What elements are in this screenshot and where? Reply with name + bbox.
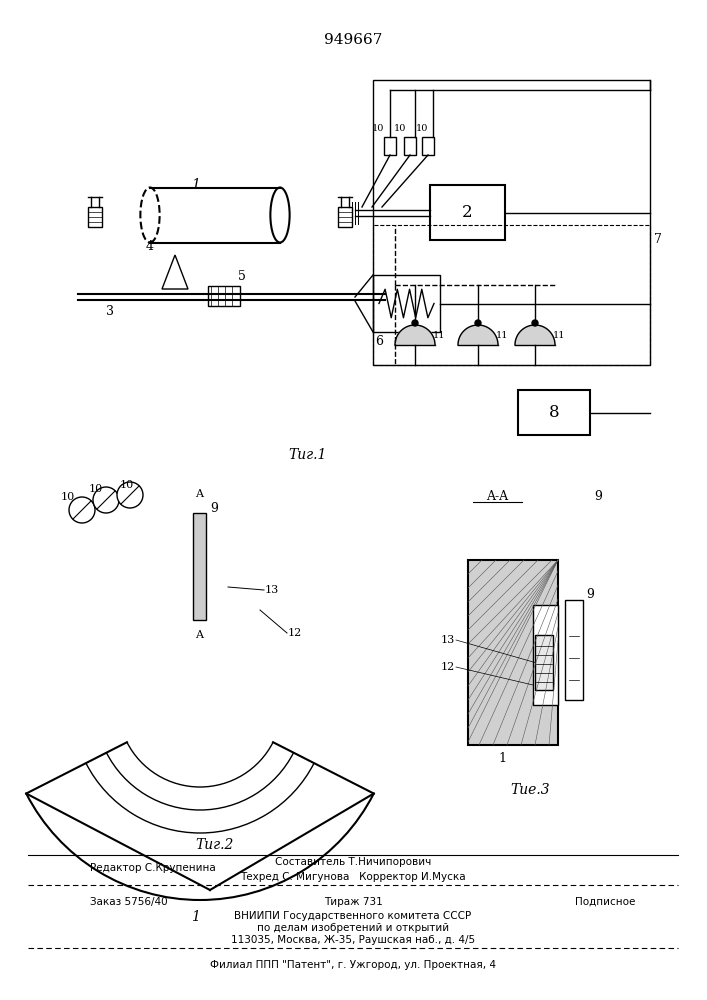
Text: 4: 4 xyxy=(146,240,154,253)
Circle shape xyxy=(532,320,538,326)
Circle shape xyxy=(412,320,418,326)
Circle shape xyxy=(93,487,119,513)
Bar xyxy=(404,137,416,155)
Text: 10: 10 xyxy=(89,484,103,494)
Text: 13: 13 xyxy=(440,635,455,645)
Text: A: A xyxy=(196,630,204,640)
Bar xyxy=(518,390,590,435)
Polygon shape xyxy=(458,325,498,345)
Text: 9: 9 xyxy=(594,490,602,504)
Bar xyxy=(88,207,102,227)
Text: Тираж 731: Тираж 731 xyxy=(324,897,382,907)
Bar xyxy=(193,513,206,620)
Text: A-A: A-A xyxy=(486,490,508,504)
Bar xyxy=(373,80,650,365)
Text: 12: 12 xyxy=(288,628,303,638)
Text: Составитель Т.Ничипорович: Составитель Т.Ничипорович xyxy=(275,857,431,867)
Polygon shape xyxy=(395,325,435,345)
Bar xyxy=(384,137,396,155)
Text: 11: 11 xyxy=(553,330,566,340)
Text: Редактор С.Крупенина: Редактор С.Крупенина xyxy=(90,863,216,873)
Bar xyxy=(535,635,553,690)
Text: Τиг.2: Τиг.2 xyxy=(196,838,234,852)
Bar xyxy=(373,225,650,365)
Text: ВНИИПИ Государственного комитета СССР: ВНИИПИ Государственного комитета СССР xyxy=(235,911,472,921)
Text: 13: 13 xyxy=(265,585,279,595)
Text: 10: 10 xyxy=(372,124,384,133)
Text: A: A xyxy=(196,489,204,499)
Text: 1: 1 xyxy=(191,178,199,192)
Text: 113035, Москва, Ж-35, Раушская наб., д. 4/5: 113035, Москва, Ж-35, Раушская наб., д. … xyxy=(231,935,475,945)
Text: Τие.3: Τие.3 xyxy=(510,783,550,797)
Text: Техред С. Мигунова   Корректор И.Муска: Техред С. Мигунова Корректор И.Муска xyxy=(240,872,466,882)
Text: 3: 3 xyxy=(106,305,114,318)
Bar xyxy=(422,137,434,155)
Text: 9: 9 xyxy=(586,588,594,601)
Text: 12: 12 xyxy=(440,662,455,672)
Text: 7: 7 xyxy=(654,233,662,246)
Text: 9: 9 xyxy=(210,502,218,514)
Text: по делам изобретений и открытий: по делам изобретений и открытий xyxy=(257,923,449,933)
Circle shape xyxy=(117,482,143,508)
Text: 5: 5 xyxy=(238,270,246,283)
Text: Подписное: Подписное xyxy=(575,897,635,907)
Text: 11: 11 xyxy=(496,330,508,340)
Polygon shape xyxy=(162,255,188,289)
Text: 1: 1 xyxy=(498,752,506,765)
Circle shape xyxy=(475,320,481,326)
Text: Филиал ППП "Патент", г. Ужгород, ул. Проектная, 4: Филиал ППП "Патент", г. Ужгород, ул. Про… xyxy=(210,960,496,970)
Text: 949667: 949667 xyxy=(324,33,382,47)
Ellipse shape xyxy=(141,188,160,242)
Text: 10: 10 xyxy=(394,124,407,133)
Text: 8: 8 xyxy=(549,404,559,421)
Bar xyxy=(338,207,352,227)
Circle shape xyxy=(69,497,95,523)
Text: 6: 6 xyxy=(375,335,383,348)
Bar xyxy=(565,600,583,700)
Bar xyxy=(208,286,240,306)
Bar xyxy=(468,560,558,745)
Ellipse shape xyxy=(270,188,290,242)
Bar xyxy=(533,605,558,705)
Text: Τиг.1: Τиг.1 xyxy=(289,448,327,462)
Text: 11: 11 xyxy=(433,330,445,340)
Text: 10: 10 xyxy=(416,124,428,133)
Text: 10: 10 xyxy=(120,480,134,490)
Text: 10: 10 xyxy=(61,492,75,502)
Text: 2: 2 xyxy=(462,204,473,221)
Bar xyxy=(430,185,505,240)
Text: 1: 1 xyxy=(191,910,199,924)
Text: Заказ 5756/40: Заказ 5756/40 xyxy=(90,897,168,907)
Polygon shape xyxy=(515,325,555,345)
Bar xyxy=(373,275,440,332)
